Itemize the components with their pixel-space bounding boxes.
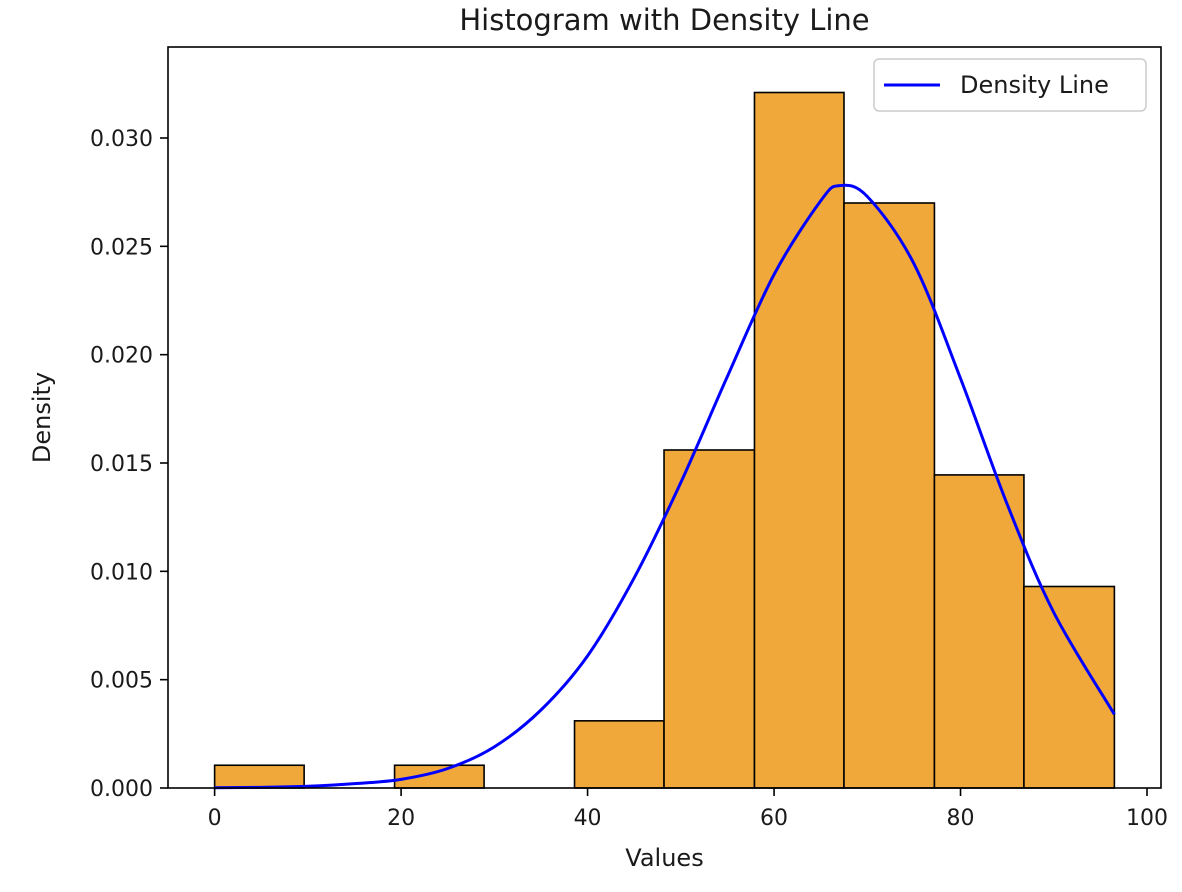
histogram-bar-6	[753, 91, 845, 789]
y-tick-label: 0.025	[90, 235, 153, 260]
x-tick-label: 80	[947, 806, 975, 831]
y-axis-label: Density	[28, 372, 56, 463]
plot-frame	[167, 46, 1162, 789]
x-tick-label: 60	[760, 806, 788, 831]
histogram-bar-9	[1023, 585, 1116, 789]
histogram-bar-8	[933, 474, 1025, 789]
y-tick-label: 0.000	[90, 777, 153, 802]
x-axis-label: Values	[625, 844, 703, 872]
legend-label: Density Line	[960, 71, 1109, 99]
x-tick-label: 20	[387, 806, 415, 831]
line-layer	[214, 183, 1116, 790]
y-tick-label: 0.020	[90, 344, 153, 369]
x-tick-label: 0	[208, 806, 222, 831]
histogram-bar-2	[393, 764, 485, 789]
legend-box	[873, 58, 1147, 112]
histogram-bar-4	[573, 720, 665, 789]
y-tick-label: 0.015	[90, 452, 153, 477]
histogram-bar-7	[843, 202, 936, 789]
y-tick-label: 0.010	[90, 560, 153, 585]
axis-layer: 0 20 40 60 80 100 0.000 0.005 0.010 0.015 0.020 0.0…	[90, 127, 1168, 831]
y-tick-label: 0.005	[90, 669, 153, 694]
density-line-0	[214, 183, 1116, 790]
histogram-bar-0	[213, 764, 305, 789]
histogram-bar-5	[663, 449, 756, 789]
chart-title: Histogram with Density Line	[459, 3, 869, 37]
x-tick-label: 100	[1126, 806, 1168, 831]
x-tick-label: 40	[574, 806, 602, 831]
bars-layer	[213, 91, 1116, 789]
y-tick-label: 0.030	[90, 127, 153, 152]
legend-layer: Density Line	[873, 58, 1147, 112]
